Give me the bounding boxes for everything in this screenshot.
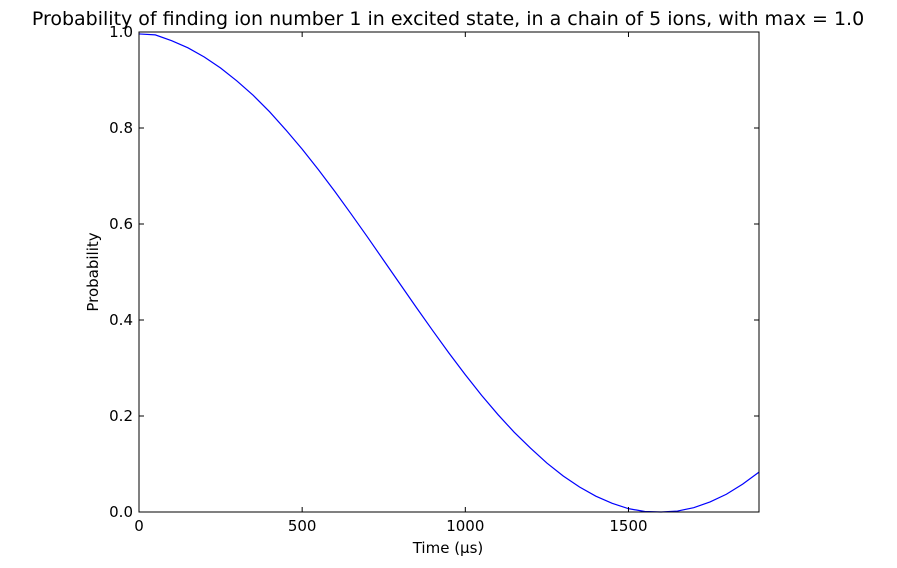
plot-frame <box>138 31 760 513</box>
y-axis: 0.0 0.2 0.4 0.6 0.8 1.0 <box>109 23 759 521</box>
x-axis: 0 500 1000 1500 <box>134 32 648 535</box>
series-line-1 <box>138 33 760 513</box>
y-tick-label: 0.0 <box>109 503 133 521</box>
y-tick-label: 0.4 <box>109 311 133 329</box>
x-axis-label: Time (μs) <box>412 539 484 557</box>
x-tick-label: 0 <box>134 517 144 535</box>
y-tick-label: 0.6 <box>109 215 133 233</box>
x-tick-label: 500 <box>288 517 317 535</box>
y-axis-label: Probability <box>84 232 102 311</box>
chart-title: Probability of finding ion number 1 in e… <box>32 8 864 30</box>
plot-area <box>138 33 760 513</box>
x-tick-label: 1000 <box>446 517 484 535</box>
y-tick-label: 0.8 <box>109 119 133 137</box>
y-tick-label: 0.2 <box>109 407 133 425</box>
y-tick-label: 1.0 <box>109 23 133 41</box>
x-tick-label: 1500 <box>609 517 647 535</box>
